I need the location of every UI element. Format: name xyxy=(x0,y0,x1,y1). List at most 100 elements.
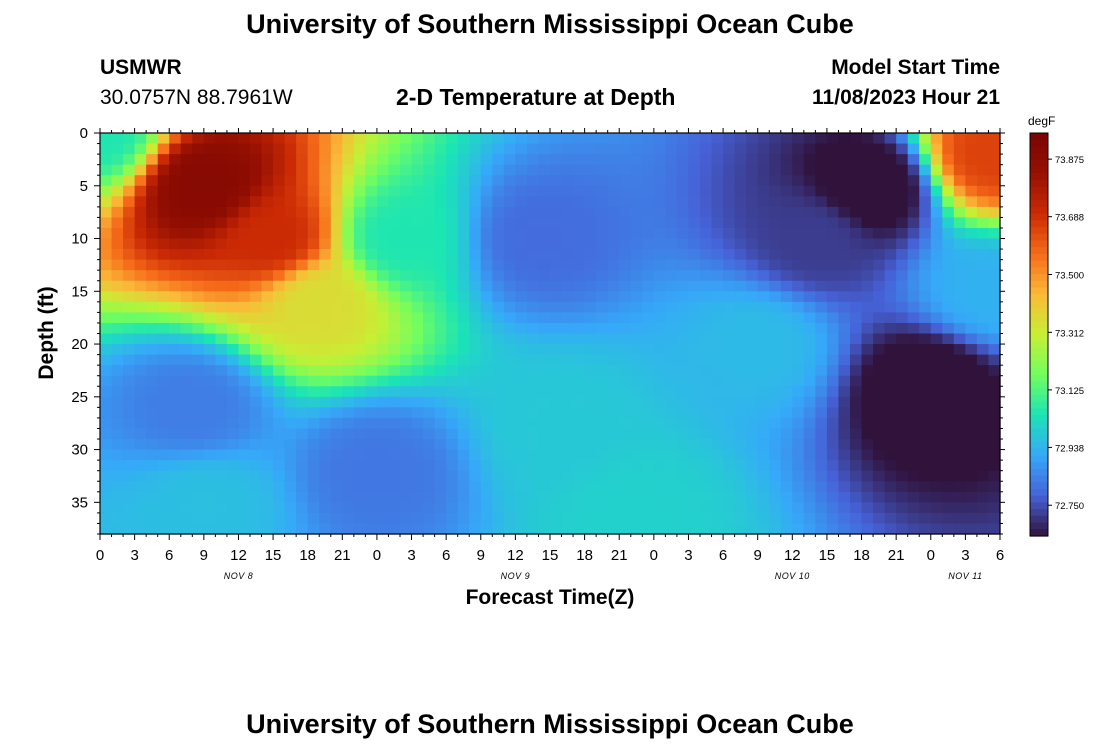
heat-cell xyxy=(296,270,309,282)
heat-cell xyxy=(284,312,297,324)
heat-cell xyxy=(942,344,955,356)
heat-cell xyxy=(919,460,932,472)
heat-cell xyxy=(688,291,701,303)
colorbar-segment xyxy=(1030,455,1048,463)
heat-cell xyxy=(226,386,240,398)
heat-cell xyxy=(746,291,759,303)
heat-cell xyxy=(480,396,493,408)
heat-cell xyxy=(596,206,609,219)
colorbar-segment xyxy=(1030,468,1048,477)
heat-cell xyxy=(688,333,701,345)
heat-cell xyxy=(573,512,586,525)
heat-cell xyxy=(953,344,966,356)
heat-cell xyxy=(503,502,516,514)
heat-cell xyxy=(919,175,932,187)
heat-cell xyxy=(192,481,205,493)
heat-cell xyxy=(134,164,147,176)
heatmap-cells xyxy=(100,133,1001,535)
heat-cell xyxy=(942,396,955,408)
heat-cell xyxy=(134,175,147,187)
heat-cell xyxy=(815,175,828,187)
heat-cell xyxy=(169,291,182,303)
heat-cell xyxy=(446,196,459,208)
heat-cell xyxy=(976,386,990,398)
heat-cell xyxy=(146,217,159,229)
heat-cell xyxy=(630,491,643,503)
heat-cell xyxy=(526,523,540,535)
heat-cell xyxy=(515,523,528,535)
heat-cell xyxy=(526,344,540,356)
heat-cell xyxy=(111,365,124,377)
heat-cell xyxy=(342,227,355,240)
heat-cell xyxy=(780,396,793,408)
heat-cell xyxy=(526,449,540,461)
heat-cell xyxy=(157,502,170,514)
heat-cell xyxy=(157,449,170,461)
heat-cell xyxy=(376,291,390,303)
heat-cell xyxy=(226,227,240,240)
heat-cell xyxy=(192,375,205,387)
heat-cell xyxy=(111,249,124,261)
heat-cell xyxy=(457,185,470,197)
heat-cell xyxy=(434,217,447,229)
heat-cell xyxy=(111,407,124,419)
heat-cell xyxy=(111,417,124,430)
heat-cell xyxy=(388,259,401,271)
heat-cell xyxy=(642,460,655,472)
heat-cell xyxy=(434,291,447,303)
heat-cell xyxy=(826,523,840,535)
heat-cell xyxy=(653,502,666,514)
heat-cell xyxy=(676,396,690,408)
heat-cell xyxy=(492,133,505,145)
heat-cell xyxy=(550,249,563,261)
heat-cell xyxy=(423,322,436,335)
heat-cell xyxy=(861,154,874,166)
heat-cell xyxy=(388,291,401,303)
heat-cell xyxy=(238,344,251,356)
heat-cell xyxy=(780,428,793,440)
heat-cell xyxy=(388,386,401,398)
heat-cell xyxy=(330,439,343,451)
heat-cell xyxy=(330,428,343,440)
heat-cell xyxy=(815,491,828,503)
heat-cell xyxy=(607,407,620,419)
heat-cell xyxy=(988,396,1001,408)
colorbar-tick-label: 72.750 xyxy=(1055,501,1084,512)
heat-cell xyxy=(653,481,666,493)
heat-cell xyxy=(630,312,643,324)
heat-cell xyxy=(850,481,863,493)
heat-cell xyxy=(803,502,816,514)
heat-cell xyxy=(550,333,563,345)
heat-cell xyxy=(215,322,228,335)
heat-cell xyxy=(688,523,701,535)
heat-cell xyxy=(919,491,932,503)
heat-cell xyxy=(884,428,897,440)
heat-cell xyxy=(861,491,874,503)
heat-cell xyxy=(976,365,990,377)
heat-cell xyxy=(515,481,528,493)
heat-cell xyxy=(792,185,805,197)
heat-cell xyxy=(515,365,528,377)
heat-cell xyxy=(342,375,355,387)
heat-cell xyxy=(411,322,424,335)
heat-cell xyxy=(561,270,574,282)
heat-cell xyxy=(815,227,828,240)
heat-cell xyxy=(769,238,782,250)
heat-cell xyxy=(215,249,228,261)
heat-cell xyxy=(226,481,240,493)
heat-cell xyxy=(192,470,205,482)
heat-cell xyxy=(907,312,920,324)
heat-cell xyxy=(757,439,770,451)
heat-cell xyxy=(919,206,932,219)
heat-cell xyxy=(538,512,551,525)
heat-cell xyxy=(411,164,424,176)
heat-cell xyxy=(134,280,147,292)
heat-cell xyxy=(942,249,955,261)
heat-cell xyxy=(353,407,366,419)
heat-cell xyxy=(250,460,263,472)
heat-cell xyxy=(700,502,713,514)
heat-cell xyxy=(226,333,240,345)
heat-cell xyxy=(480,344,493,356)
heat-cell xyxy=(446,417,459,430)
heat-cell xyxy=(688,154,701,166)
